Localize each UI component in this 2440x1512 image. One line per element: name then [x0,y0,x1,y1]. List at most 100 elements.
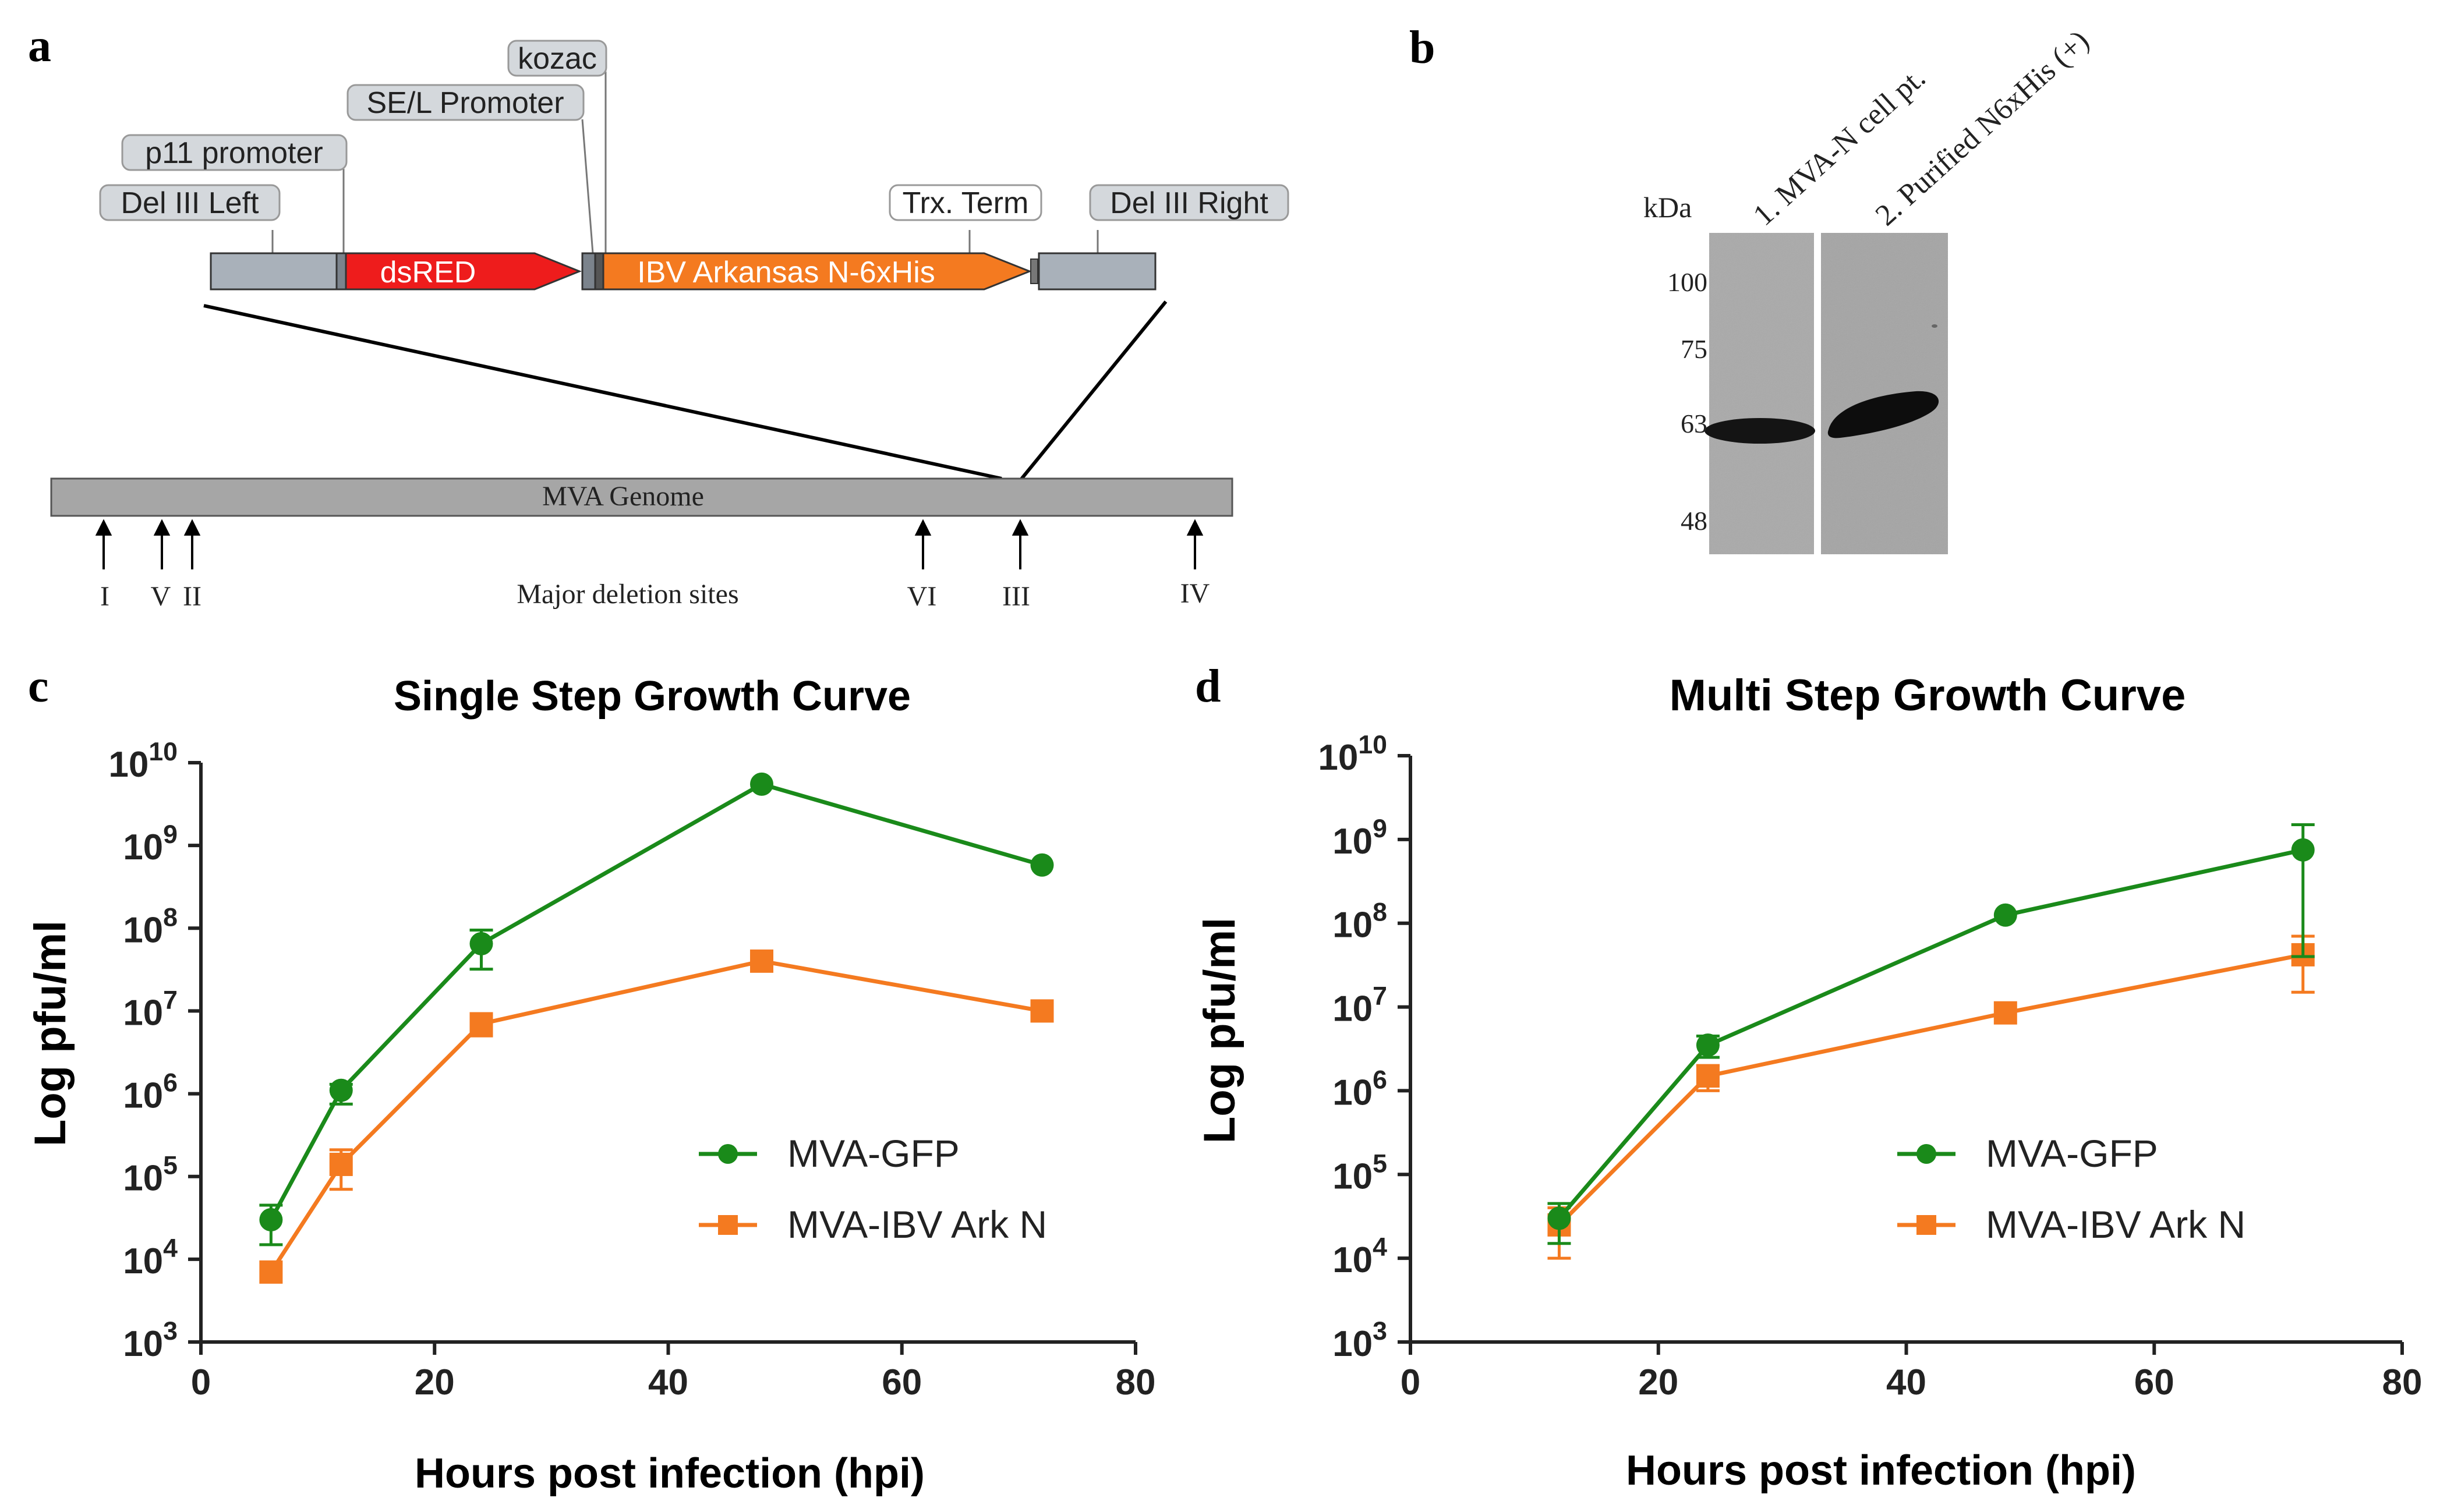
x-tick-label: 0 [191,1362,211,1403]
legend-circle-marker [1916,1144,1936,1164]
legend-label-mva-gfp: MVA-GFP [1986,1132,2158,1175]
y-tick-label: 103 [123,1317,178,1364]
svg-text:SE/L Promoter: SE/L Promoter [366,86,564,120]
deletion-site-label: V [151,581,171,612]
del-iii-right-flank [1038,252,1157,291]
svg-text:kozac: kozac [518,42,597,76]
data-point [750,949,773,973]
marker-label: 48 [1681,506,1707,536]
legend-square-marker [1916,1215,1936,1235]
legend-circle-marker [718,1144,738,1164]
x-tick-label: 60 [882,1362,922,1403]
data-point [2291,838,2315,862]
x-tick-label: 40 [648,1362,688,1403]
lane-2-label: 2. Purified N6xHis (+) [1869,24,2095,232]
deletion-site-label: II [183,581,201,612]
band-lane-1 [1705,418,1815,444]
deletion-site-label: III [1002,581,1030,612]
data-point [259,1260,283,1284]
data-point [1696,1033,1720,1057]
construct-map: dsRED IBV Arkansas N-6xHis [210,252,1157,291]
chart-d-title: Multi Step Growth Curve [1670,671,2186,720]
panel-b-letter: b [1409,22,1435,73]
svg-text:p11 promoter: p11 promoter [145,136,323,170]
panel-c-letter: c [28,661,49,712]
marker-label: 100 [1667,267,1707,297]
data-point [1030,853,1054,877]
se-l-promoter-block [581,252,596,291]
chart-d-ylabel: Log pfu/ml [1195,918,1244,1143]
panel-d: d Multi Step Growth Curve Log pfu/ml Hou… [1195,661,2422,1494]
y-tick-label: 106 [1332,1065,1387,1113]
chart-c-ylabel: Log pfu/ml [26,920,75,1146]
zoom-line-left [203,304,1002,480]
data-point [1696,1064,1720,1088]
data-point [1993,903,2017,927]
y-tick-label: 108 [1332,898,1387,946]
x-tick-label: 20 [415,1362,455,1403]
y-tick-label: 107 [1332,982,1387,1029]
y-tick-label: 104 [1332,1233,1387,1280]
y-tick-label: 109 [1332,815,1387,862]
x-tick-label: 60 [2134,1362,2174,1403]
data-point [329,1078,353,1102]
mva-genome-bar [50,477,1233,517]
trx-term-label: Trx. Term [889,184,1042,221]
data-point [1030,999,1054,1023]
y-tick-label: 105 [123,1152,178,1199]
p11-promoter-label: p11 promoter [121,134,348,171]
y-tick-label: 103 [1332,1317,1387,1364]
del-iii-left-label: Del III Left [99,184,281,221]
construct-label-leaders [271,72,1099,254]
del-iii-left-flank [210,252,340,291]
data-point [329,1152,353,1176]
dsred-label: dsRED [380,256,476,289]
y-tick-label: 108 [123,903,178,950]
legend-square-marker [718,1215,738,1235]
panel-a: a kozac SE/L Promoter p11 promoter [28,20,1289,612]
y-tick-label: 106 [123,1069,178,1116]
y-tick-label: 109 [123,820,178,867]
zoom-line-right [1019,300,1168,481]
western-blot [1705,233,1948,554]
kda-label: kDa [1643,191,1692,224]
panel-d-letter: d [1195,661,1221,712]
data-point [1993,1001,2017,1025]
data-point [750,772,773,796]
chart-d-plot: 103 104 105 106 107 108 109 1010 0 20 40 60 80 [1318,731,2422,1403]
del-iii-right-label: Del III Right [1089,184,1289,221]
legend-label-mva-gfp: MVA-GFP [787,1132,960,1175]
legend-label-mva-ibv: MVA-IBV Ark N [1986,1203,2245,1246]
x-tick-label: 40 [1886,1362,1926,1403]
chart-c-title: Single Step Growth Curve [394,673,911,720]
ibv-arkansas-arrow [602,252,1032,291]
data-point [259,1208,283,1232]
panel-a-letter: a [28,20,51,72]
se-l-promoter-label: SE/L Promoter [346,84,585,121]
p11-promoter-block [335,252,347,291]
kozac-label: kozac [507,40,607,77]
deletion-sites-caption: Major deletion sites [517,579,738,610]
band-lane-2 [1827,391,1939,438]
deletion-site-label: VI [907,581,937,612]
ibv-arkansas-label: IBV Arkansas N-6xHis [637,256,935,289]
deletion-site-arrows [95,519,1204,569]
data-point [1547,1206,1571,1230]
data-point [469,932,493,955]
y-tick-label: 105 [1332,1149,1387,1196]
chart-d-legend: MVA-GFP MVA-IBV Ark N [1897,1132,2245,1246]
svg-text:Del III Left: Del III Left [121,186,260,220]
chart-c-plot: 103 104 105 106 107 108 109 1010 0 20 40 60 80 [108,738,1155,1403]
deletion-site-label: I [100,581,109,612]
chart-d-xlabel: Hours post infection (hpi) [1626,1447,2136,1494]
legend-label-mva-ibv: MVA-IBV Ark N [787,1203,1047,1246]
data-point [469,1012,493,1036]
y-tick-label: 107 [123,986,178,1033]
y-tick-label: 1010 [1318,731,1387,778]
chart-c-legend: MVA-GFP MVA-IBV Ark N [699,1132,1047,1246]
series-line [1557,848,2304,1220]
x-tick-label: 80 [2382,1362,2423,1403]
x-tick-label: 20 [1638,1362,1678,1403]
x-tick-label: 80 [1116,1362,1156,1403]
